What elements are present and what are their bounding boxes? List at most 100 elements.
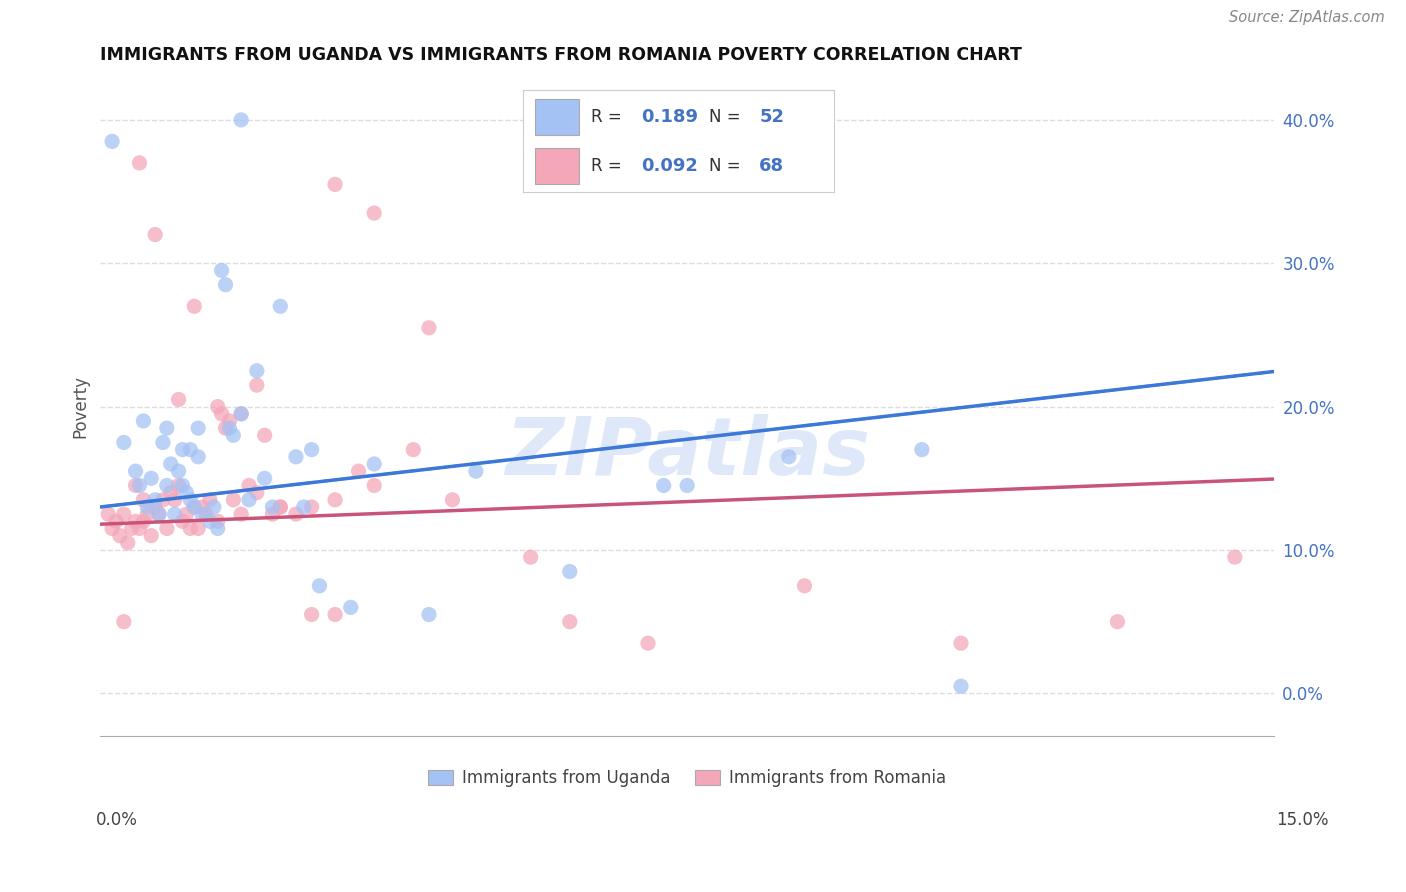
Point — [159, 485, 181, 500]
Point — [222, 492, 245, 507]
Point — [179, 521, 201, 535]
Point — [179, 492, 201, 507]
Point — [323, 492, 346, 507]
Point — [1223, 550, 1246, 565]
Point — [214, 421, 236, 435]
Point — [464, 464, 486, 478]
Point — [141, 529, 163, 543]
Text: ZIPatlas: ZIPatlas — [505, 414, 870, 491]
Point — [172, 442, 194, 457]
Point — [136, 507, 159, 521]
Point — [363, 457, 385, 471]
Point — [284, 507, 307, 521]
Point — [141, 471, 163, 485]
Y-axis label: Poverty: Poverty — [72, 376, 89, 438]
Point — [128, 478, 150, 492]
Point — [238, 478, 260, 492]
Point — [156, 521, 179, 535]
Point — [207, 521, 229, 535]
Point — [246, 378, 269, 392]
Point — [418, 607, 440, 622]
Point — [143, 500, 166, 514]
Point — [124, 478, 146, 492]
Point — [292, 500, 315, 514]
Point — [132, 514, 155, 528]
Point — [246, 364, 269, 378]
Point — [108, 529, 131, 543]
Point — [211, 407, 233, 421]
Point — [183, 500, 205, 514]
Point — [207, 400, 229, 414]
Point — [112, 615, 135, 629]
Point — [128, 521, 150, 535]
Point — [132, 492, 155, 507]
Point — [284, 450, 307, 464]
Point — [253, 428, 276, 442]
Point — [301, 500, 323, 514]
Point — [637, 636, 659, 650]
Point — [128, 156, 150, 170]
Point — [301, 442, 323, 457]
Point — [183, 500, 205, 514]
Point — [143, 492, 166, 507]
Point — [112, 507, 135, 521]
Point — [214, 277, 236, 292]
Point — [172, 514, 194, 528]
Point — [194, 507, 217, 521]
Point — [301, 607, 323, 622]
Point — [231, 112, 253, 127]
Point — [202, 500, 225, 514]
Point — [179, 442, 201, 457]
Point — [191, 500, 214, 514]
Point — [136, 500, 159, 514]
Text: 15.0%: 15.0% — [1277, 811, 1329, 829]
Point — [105, 514, 128, 528]
Point — [911, 442, 934, 457]
Point — [363, 206, 385, 220]
Point — [222, 428, 245, 442]
Point — [183, 299, 205, 313]
Point — [262, 500, 284, 514]
Point — [207, 514, 229, 528]
Point — [152, 435, 174, 450]
Point — [124, 514, 146, 528]
Point — [558, 615, 581, 629]
Point — [793, 579, 815, 593]
Point — [238, 492, 260, 507]
Point — [246, 485, 269, 500]
Point — [218, 414, 240, 428]
Point — [163, 507, 186, 521]
Point — [1107, 615, 1129, 629]
Point — [519, 550, 541, 565]
Point — [652, 478, 675, 492]
Point — [269, 500, 291, 514]
Point — [143, 227, 166, 242]
Point — [231, 407, 253, 421]
Point — [418, 320, 440, 334]
Point — [191, 507, 214, 521]
Point — [97, 507, 120, 521]
Point — [152, 492, 174, 507]
Point — [558, 565, 581, 579]
Point — [112, 435, 135, 450]
Point — [441, 492, 464, 507]
Point — [323, 607, 346, 622]
Point — [167, 392, 190, 407]
Point — [262, 507, 284, 521]
Point — [363, 478, 385, 492]
Point — [187, 421, 209, 435]
Point — [269, 299, 291, 313]
Text: IMMIGRANTS FROM UGANDA VS IMMIGRANTS FROM ROMANIA POVERTY CORRELATION CHART: IMMIGRANTS FROM UGANDA VS IMMIGRANTS FRO… — [100, 46, 1022, 64]
Point — [159, 457, 181, 471]
Point — [198, 492, 221, 507]
Point — [402, 442, 425, 457]
Point — [676, 478, 699, 492]
Point — [253, 471, 276, 485]
Point — [124, 464, 146, 478]
Point — [308, 579, 330, 593]
Point — [218, 421, 240, 435]
Point — [172, 478, 194, 492]
Point — [211, 263, 233, 277]
Point — [167, 464, 190, 478]
Point — [949, 679, 972, 693]
